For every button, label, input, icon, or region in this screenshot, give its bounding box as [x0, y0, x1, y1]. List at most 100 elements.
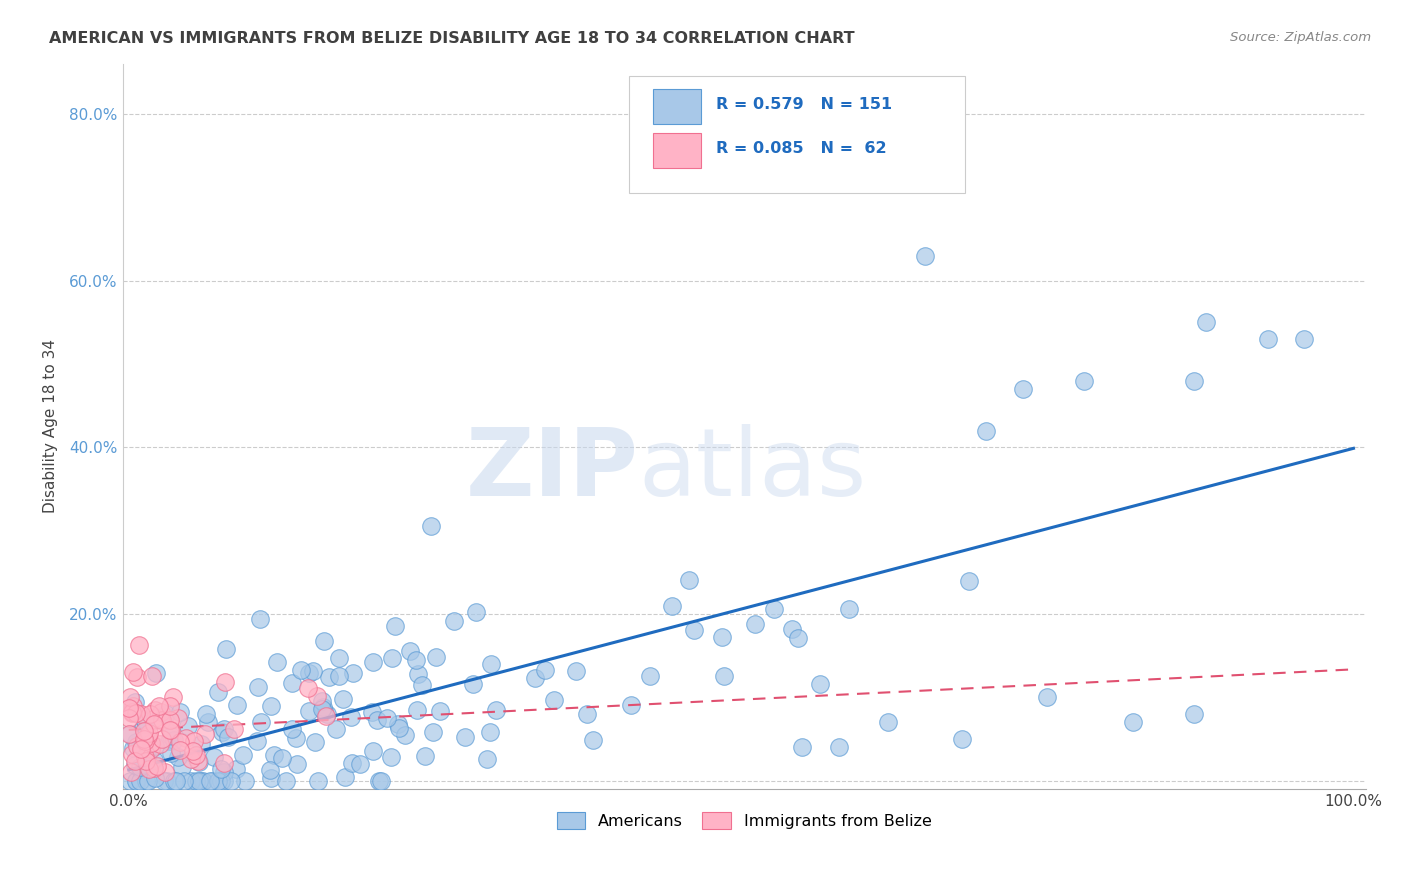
Point	[125, 773, 148, 788]
Point	[165, 773, 187, 788]
Point	[815, 165, 838, 179]
Point	[150, 713, 173, 727]
Point	[118, 726, 141, 740]
Point	[134, 732, 156, 747]
Point	[792, 740, 814, 755]
Point	[523, 671, 546, 685]
Point	[135, 750, 157, 764]
Point	[209, 773, 232, 788]
Point	[187, 754, 209, 768]
Point	[406, 703, 429, 717]
Point	[150, 705, 173, 719]
Point	[325, 722, 347, 736]
Point	[153, 773, 176, 788]
Point	[214, 722, 236, 736]
Point	[131, 706, 153, 721]
Point	[1257, 332, 1279, 346]
Point	[534, 664, 557, 678]
Point	[298, 665, 321, 680]
Point	[394, 728, 416, 742]
Point	[183, 733, 205, 747]
Point	[143, 739, 166, 754]
Point	[333, 770, 356, 784]
Point	[266, 656, 288, 670]
Point	[163, 733, 186, 747]
Point	[143, 711, 166, 725]
Point	[661, 599, 683, 613]
Point	[425, 649, 447, 664]
Point	[711, 630, 734, 644]
Point	[281, 722, 304, 736]
Point	[328, 651, 350, 665]
Point	[340, 710, 363, 724]
Point	[118, 700, 141, 714]
Point	[162, 690, 184, 704]
Bar	[654, 89, 700, 124]
Point	[129, 773, 152, 788]
Point	[136, 773, 159, 788]
Point	[361, 705, 384, 719]
Point	[190, 737, 212, 751]
Point	[226, 698, 249, 712]
Point	[141, 669, 163, 683]
Point	[582, 733, 605, 747]
Point	[159, 723, 181, 738]
Point	[169, 743, 191, 757]
Point	[398, 644, 420, 658]
Point	[380, 750, 402, 764]
Point	[565, 664, 588, 678]
Point	[135, 754, 157, 768]
Point	[120, 765, 142, 780]
Point	[318, 670, 340, 684]
Point	[170, 760, 193, 774]
Point	[139, 736, 162, 750]
Point	[305, 689, 328, 703]
Point	[219, 773, 242, 788]
Point	[194, 726, 217, 740]
Point	[134, 733, 156, 747]
Point	[207, 773, 229, 788]
Legend: Americans, Immigrants from Belize: Americans, Immigrants from Belize	[550, 805, 938, 835]
Point	[188, 773, 211, 788]
Point	[1073, 374, 1095, 388]
Point	[744, 617, 766, 632]
Point	[259, 763, 281, 777]
Point	[121, 747, 143, 761]
Point	[260, 698, 283, 713]
Point	[575, 706, 598, 721]
Y-axis label: Disability Age 18 to 34: Disability Age 18 to 34	[44, 340, 58, 514]
Point	[149, 737, 172, 751]
Point	[232, 747, 254, 762]
Point	[190, 773, 212, 788]
Point	[297, 681, 319, 695]
Point	[762, 601, 785, 615]
Point	[304, 734, 326, 748]
Point	[420, 518, 443, 533]
Point	[125, 739, 148, 754]
Point	[129, 760, 152, 774]
Point	[443, 615, 465, 629]
Point	[169, 705, 191, 719]
Point	[367, 773, 389, 788]
Point	[135, 773, 157, 788]
Point	[160, 746, 183, 760]
Point	[143, 703, 166, 717]
Point	[307, 773, 329, 788]
Point	[120, 726, 142, 740]
Point	[247, 680, 270, 694]
Point	[132, 721, 155, 735]
Point	[381, 651, 404, 665]
Point	[274, 773, 297, 788]
Point	[312, 699, 335, 714]
Point	[249, 612, 271, 626]
Point	[134, 714, 156, 729]
Point	[316, 707, 339, 722]
Point	[195, 707, 218, 722]
Point	[405, 653, 427, 667]
Point	[974, 424, 997, 438]
Point	[302, 665, 325, 679]
Point	[143, 717, 166, 731]
Point	[121, 740, 143, 755]
Point	[366, 713, 388, 727]
Point	[174, 731, 197, 745]
